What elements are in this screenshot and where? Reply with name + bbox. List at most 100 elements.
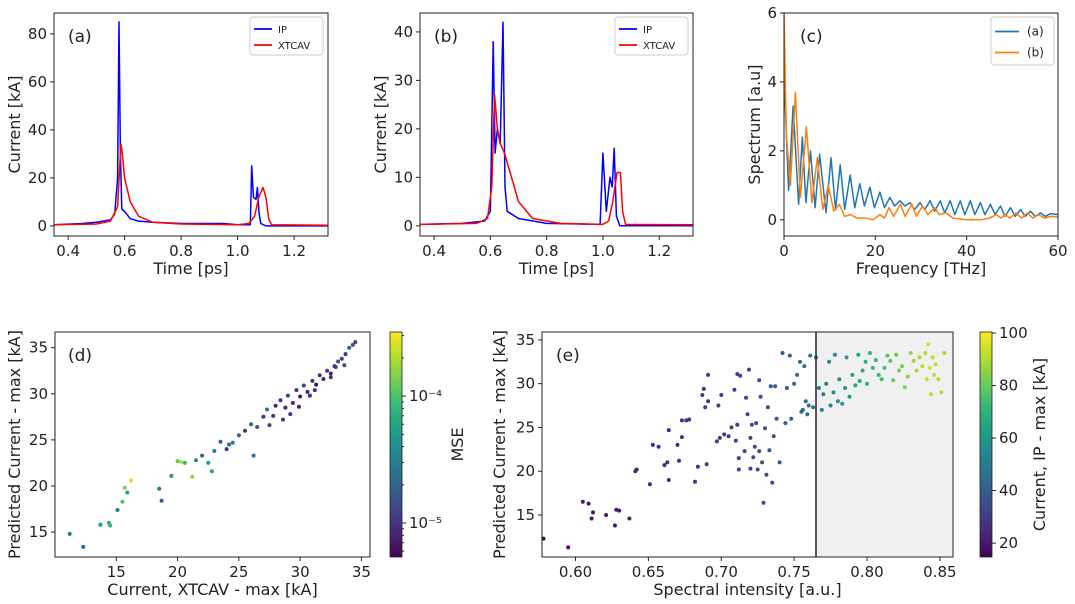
scatter-point xyxy=(933,362,938,367)
axes-frame xyxy=(783,12,1059,237)
scatter-point xyxy=(908,351,913,355)
panel-label: (e) xyxy=(556,346,580,366)
y-tick-label: 15 xyxy=(516,506,535,524)
x-tick-label: 30 xyxy=(291,563,310,581)
scatter-point xyxy=(821,392,826,397)
scatter-point xyxy=(328,375,333,380)
scatter-point xyxy=(722,432,727,437)
scatter-point xyxy=(929,392,934,397)
scatter-point xyxy=(307,393,312,398)
scatter-point xyxy=(305,389,310,394)
x-axis-label: Time [ps] xyxy=(152,259,228,278)
scatter-point xyxy=(738,373,743,378)
x-axis-label: Time [ps] xyxy=(518,259,594,278)
y-tick-label: 20 xyxy=(28,169,47,187)
scatter-point xyxy=(159,498,164,503)
scatter-point xyxy=(811,405,816,410)
scatter-point xyxy=(108,523,113,528)
scatter-point xyxy=(98,522,103,527)
scatter-point xyxy=(675,442,680,447)
scatter-point xyxy=(850,372,855,377)
x-tick-label: 60 xyxy=(1048,242,1067,260)
scatter-point xyxy=(888,358,893,363)
colorbar-tick-label: 20 xyxy=(999,534,1018,552)
scatter-point xyxy=(81,544,86,549)
scatter-point xyxy=(774,416,779,421)
scatter-point xyxy=(255,425,260,429)
scatter-point xyxy=(656,444,661,449)
x-tick-label: 0.4 xyxy=(422,242,446,260)
scatter-point xyxy=(298,394,303,399)
scatter-point xyxy=(333,365,338,369)
scatter-point xyxy=(800,407,805,412)
series-line-a xyxy=(784,74,1058,218)
scatter-point xyxy=(281,417,285,422)
scatter-point xyxy=(816,386,821,390)
scatter-point xyxy=(704,462,709,467)
y-tick-label: 20 xyxy=(29,477,48,495)
x-tick-label: 0.60 xyxy=(559,563,592,581)
y-tick-label: 2 xyxy=(767,142,777,160)
scatter-point xyxy=(828,403,833,408)
y-tick-label: 35 xyxy=(516,331,535,349)
scatter-point xyxy=(760,460,765,465)
scatter-point xyxy=(190,474,195,479)
x-tick-label: 0.85 xyxy=(923,563,956,581)
legend: IP XTCAV xyxy=(249,16,324,56)
y-tick-label: 25 xyxy=(29,431,48,449)
scatter-point xyxy=(764,472,769,477)
scatter-point xyxy=(566,545,571,550)
x-axis-label: Frequency [THz] xyxy=(856,259,986,278)
colorbar-label: MSE xyxy=(448,427,467,461)
scatter-point xyxy=(209,469,214,474)
scatter-point xyxy=(757,449,762,454)
y-tick-label: 80 xyxy=(28,25,47,43)
scatter-point xyxy=(312,388,317,393)
x-tick-label: 0 xyxy=(779,242,789,260)
scatter-point xyxy=(169,473,174,478)
scatter-point xyxy=(761,500,766,505)
scatter-point xyxy=(666,428,671,433)
scatter-point xyxy=(900,364,904,369)
scatter-point xyxy=(294,388,299,393)
scatter-point xyxy=(844,355,849,360)
series-line-b xyxy=(784,13,1058,221)
scatter-point xyxy=(773,384,778,389)
plot-area xyxy=(54,21,328,227)
scatter-point xyxy=(627,516,632,521)
scatter-point xyxy=(342,363,347,368)
y-tick-label: 15 xyxy=(29,523,48,541)
scatter-point xyxy=(808,353,813,358)
scatter-point xyxy=(717,435,722,440)
scatter-point xyxy=(695,464,700,469)
scatter-point xyxy=(586,501,591,506)
series-line-xtcav xyxy=(54,143,328,226)
legend: IP XTCAV xyxy=(614,16,689,56)
scatter-point xyxy=(735,422,740,427)
colorbar-tick-label: 80 xyxy=(999,377,1018,395)
scatter-point xyxy=(879,377,884,382)
scatter-point xyxy=(803,399,808,404)
x-tick-label: 40 xyxy=(957,242,976,260)
scatter-point xyxy=(736,467,741,472)
scatter-point xyxy=(857,379,862,383)
y-tick-label: 35 xyxy=(29,339,48,357)
y-axis-label: Current [kA] xyxy=(5,76,24,174)
y-tick-label: 60 xyxy=(28,73,47,91)
scatter-point xyxy=(542,536,546,541)
y-tick-label: 6 xyxy=(767,4,777,22)
scatter-point xyxy=(665,460,670,465)
scatter-point xyxy=(732,387,737,392)
scatter-point xyxy=(230,440,235,445)
plot-area xyxy=(542,332,953,557)
y-tick-label: 30 xyxy=(394,71,413,89)
scatter-point xyxy=(347,345,352,350)
scatter-point xyxy=(703,405,708,410)
x-tick-label: 0.8 xyxy=(169,242,193,260)
scatter-point xyxy=(897,368,902,373)
scatter-point xyxy=(789,416,794,421)
series-line-xtcav xyxy=(420,94,693,226)
scatter-point xyxy=(835,399,840,404)
scatter-point xyxy=(853,383,858,388)
scatter-point xyxy=(353,340,358,345)
